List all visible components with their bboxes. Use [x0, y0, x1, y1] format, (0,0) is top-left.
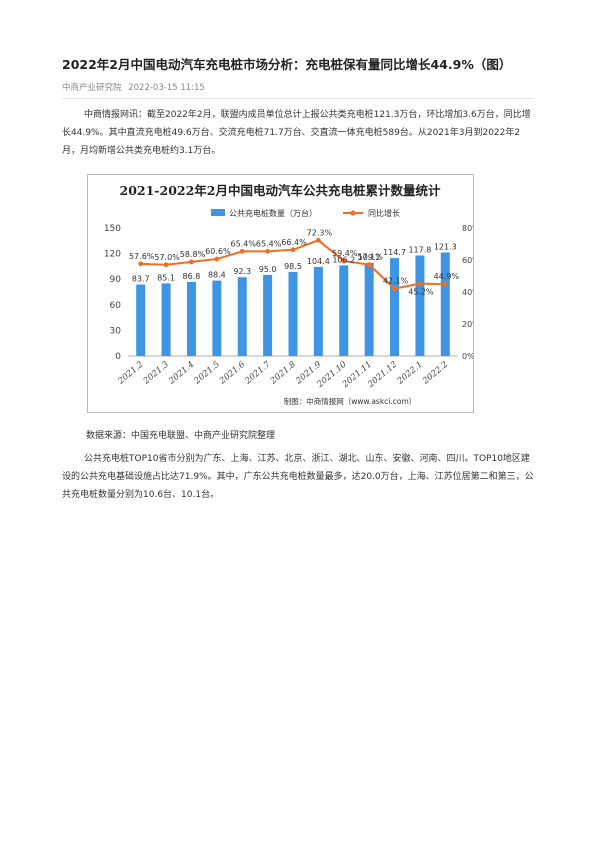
growth-value-label: 45.2% — [408, 288, 434, 297]
bar-value-label: 121.3 — [434, 242, 457, 251]
legend-line-label: 同比增长 — [368, 208, 400, 218]
combo-chart: 2021-2022年2月中国电动汽车公共充电桩累计数量统计 公共充电桩数量（万台… — [104, 183, 473, 406]
growth-value-label: 44.9% — [434, 272, 460, 281]
growth-point — [163, 262, 169, 268]
bar — [212, 280, 222, 356]
chart-title: 2021-2022年2月中国电动汽车公共充电桩累计数量统计 — [120, 183, 441, 198]
growth-value-label: 60.6% — [205, 247, 231, 256]
x-tick-label: 2021.5 — [192, 360, 222, 387]
bar-series — [136, 252, 450, 356]
top10-paragraph: 公共充电桩TOP10省市分别为广东、上海、江苏、北京、浙江、湖北、山东、安徽、河… — [62, 454, 534, 500]
legend-line-marker — [350, 210, 356, 216]
growth-point — [239, 248, 245, 254]
bar-value-label: 106.2 — [332, 255, 355, 264]
growth-point — [138, 261, 144, 267]
bar — [364, 262, 374, 356]
intro-paragraph: 中商情报网讯：截至2022年2月，联盟内成员单位总计上报公共类充电桩121.3万… — [62, 110, 531, 156]
bar-value-label: 85.1 — [157, 273, 175, 282]
bar-value-label: 83.7 — [132, 275, 150, 284]
article-title: 2022年2月中国电动汽车充电桩市场分析：充电桩保有量同比增长44.9%（图） — [62, 57, 512, 72]
x-tick-label: 2022.2 — [420, 360, 450, 387]
bar-value-label: 95.0 — [259, 265, 277, 274]
line-series — [138, 237, 448, 292]
bar-value-label: 98.5 — [284, 262, 302, 271]
left-tick-label: 0 — [115, 352, 121, 362]
x-tick-label: 2021.6 — [217, 359, 247, 387]
growth-point — [442, 281, 448, 287]
growth-point — [392, 286, 397, 292]
source-name[interactable]: 中商产业研究院 — [62, 83, 122, 93]
growth-point — [315, 237, 321, 243]
bar — [136, 284, 146, 356]
left-tick-label: 60 — [110, 301, 122, 311]
x-tick-label: 2021.2 — [116, 360, 146, 387]
x-tick-label: 2021.7 — [243, 359, 273, 387]
left-tick-label: 150 — [104, 224, 121, 234]
chart-figure: 2021-2022年2月中国电动汽车公共充电桩累计数量统计 公共充电桩数量（万台… — [87, 174, 474, 413]
growth-value-label: 57.6% — [129, 252, 155, 261]
growth-point — [189, 259, 194, 265]
bar — [288, 271, 298, 356]
right-axis: 0% 20% 40% 60% 80% — [462, 224, 473, 361]
growth-value-label: 57.0% — [154, 253, 180, 262]
bar — [263, 274, 273, 356]
growth-point — [214, 256, 220, 262]
growth-value-label: 65.4% — [256, 239, 282, 248]
left-axis: 0 30 60 90 120 150 — [104, 224, 121, 362]
growth-value-label: 42.1% — [383, 277, 409, 286]
growth-value-label: 59.4% — [332, 249, 358, 258]
growth-point — [366, 262, 372, 268]
x-axis: 2021.22021.32021.42021.52021.62021.72021… — [116, 359, 451, 390]
publish-date: 2022-03-15 11:15 — [128, 83, 205, 93]
bar — [161, 283, 171, 356]
right-tick-label: 20% — [462, 320, 473, 329]
bar — [339, 265, 349, 356]
right-tick-label: 40% — [462, 288, 473, 297]
growth-point — [341, 258, 347, 264]
left-tick-label: 120 — [104, 250, 121, 260]
x-tick-label: 2022.1 — [395, 360, 425, 387]
bar-value-labels: 83.7 85.1 86.8 88.4 92.3 95.0 98.5 104.4 106.2 10… — [132, 242, 457, 283]
bar-value-label: 117.8 — [408, 245, 431, 254]
right-tick-label: 80% — [462, 224, 473, 233]
growth-value-label: 65.4% — [231, 239, 257, 248]
x-tick-label: 2021.3 — [141, 360, 171, 387]
bar-value-label: 109.2 — [358, 253, 381, 262]
bar — [313, 266, 323, 356]
growth-value-label: 58.8% — [180, 250, 206, 259]
data-source-note: 数据来源：中国充电联盟、中商产业研究院整理 — [86, 431, 276, 441]
legend: 公共充电桩数量（万台） 同比增长 — [211, 208, 400, 218]
divider — [62, 98, 534, 99]
right-tick-label: 0% — [462, 352, 473, 361]
bar-value-label: 86.8 — [183, 272, 201, 281]
bar-value-label: 92.3 — [233, 267, 251, 276]
bar — [237, 277, 247, 356]
chart-credit: 制图：中商情报网（www.askci.com） — [284, 396, 417, 406]
growth-point — [417, 281, 423, 287]
x-tick-label: 2021.8 — [268, 359, 298, 387]
growth-point — [265, 248, 271, 254]
bar — [186, 281, 196, 356]
bar — [440, 252, 450, 356]
legend-bar-label: 公共充电桩数量（万台） — [229, 208, 317, 218]
left-tick-label: 90 — [110, 275, 122, 285]
bar — [390, 258, 400, 356]
growth-value-label: 66.4% — [281, 238, 307, 247]
x-tick-label: 2021.4 — [166, 360, 196, 387]
bar-value-label: 88.4 — [208, 271, 226, 280]
growth-value-label: 72.3% — [307, 228, 333, 237]
bar-value-label: 104.4 — [307, 257, 330, 266]
article-meta: 中商产业研究院 2022-03-15 11:15 — [62, 81, 205, 93]
bar-value-label: 114.7 — [383, 248, 406, 257]
bar — [415, 255, 425, 356]
legend-bar-swatch — [211, 209, 225, 216]
growth-value-label: 57.1% — [357, 253, 383, 262]
line-value-labels: 57.6% 57.0% 58.8% 60.6%65.4% 65.4% 66.4%72.3%… — [129, 228, 459, 296]
growth-point — [290, 247, 296, 253]
left-tick-label: 30 — [110, 326, 122, 336]
right-tick-label: 60% — [462, 256, 473, 265]
